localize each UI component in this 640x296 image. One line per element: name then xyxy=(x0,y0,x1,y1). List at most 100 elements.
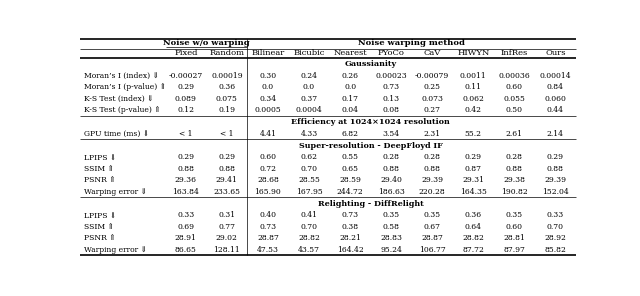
Text: 0.84: 0.84 xyxy=(547,83,564,91)
Text: 2.31: 2.31 xyxy=(424,130,441,138)
Text: PSNR ⇑: PSNR ⇑ xyxy=(84,176,115,184)
Text: 0.67: 0.67 xyxy=(424,223,441,231)
Text: 0.73: 0.73 xyxy=(342,211,358,219)
Text: 0.29: 0.29 xyxy=(547,154,564,162)
Text: 0.55: 0.55 xyxy=(342,154,358,162)
Text: 0.19: 0.19 xyxy=(218,106,236,114)
Text: Noise warping method: Noise warping method xyxy=(358,39,465,47)
Text: 0.70: 0.70 xyxy=(301,223,317,231)
Text: Relighting - DiffRelight: Relighting - DiffRelight xyxy=(317,200,424,207)
Text: 0.0011: 0.0011 xyxy=(460,72,486,80)
Text: 0.33: 0.33 xyxy=(547,211,564,219)
Text: 4.33: 4.33 xyxy=(300,130,317,138)
Text: 244.72: 244.72 xyxy=(337,188,364,196)
Text: 4.41: 4.41 xyxy=(259,130,276,138)
Text: 28.87: 28.87 xyxy=(257,234,279,242)
Text: 0.88: 0.88 xyxy=(177,165,195,173)
Text: Bilinear: Bilinear xyxy=(252,49,285,57)
Text: 0.27: 0.27 xyxy=(424,106,441,114)
Text: 28.83: 28.83 xyxy=(380,234,402,242)
Text: K-S Test (index) ⇓: K-S Test (index) ⇓ xyxy=(84,95,154,103)
Text: 0.87: 0.87 xyxy=(465,165,482,173)
Text: 0.73: 0.73 xyxy=(383,83,400,91)
Text: 0.65: 0.65 xyxy=(342,165,358,173)
Text: 86.65: 86.65 xyxy=(175,246,196,254)
Text: 28.92: 28.92 xyxy=(545,234,566,242)
Text: SSIM ⇑: SSIM ⇑ xyxy=(84,223,114,231)
Text: 29.40: 29.40 xyxy=(380,176,402,184)
Text: 0.72: 0.72 xyxy=(259,165,276,173)
Text: 0.88: 0.88 xyxy=(218,165,236,173)
Text: 0.69: 0.69 xyxy=(177,223,195,231)
Text: 95.24: 95.24 xyxy=(380,246,402,254)
Text: 0.29: 0.29 xyxy=(465,154,482,162)
Text: 233.65: 233.65 xyxy=(213,188,241,196)
Text: 0.26: 0.26 xyxy=(342,72,358,80)
Text: SSIM ⇑: SSIM ⇑ xyxy=(84,165,114,173)
Text: 0.28: 0.28 xyxy=(383,154,399,162)
Text: 167.95: 167.95 xyxy=(296,188,323,196)
Text: 28.82: 28.82 xyxy=(462,234,484,242)
Text: < 1: < 1 xyxy=(220,130,234,138)
Text: 0.60: 0.60 xyxy=(506,83,523,91)
Text: 0.0004: 0.0004 xyxy=(296,106,323,114)
Text: 0.17: 0.17 xyxy=(342,95,358,103)
Text: PSNR ⇑: PSNR ⇑ xyxy=(84,234,115,242)
Text: Noise w/o warping: Noise w/o warping xyxy=(163,39,250,47)
Text: 28.68: 28.68 xyxy=(257,176,279,184)
Text: 0.70: 0.70 xyxy=(547,223,564,231)
Text: 0.41: 0.41 xyxy=(301,211,317,219)
Text: 0.60: 0.60 xyxy=(506,223,523,231)
Text: Gaussianity: Gaussianity xyxy=(344,60,397,68)
Text: 0.060: 0.060 xyxy=(545,95,566,103)
Text: 0.24: 0.24 xyxy=(301,72,317,80)
Text: 85.82: 85.82 xyxy=(545,246,566,254)
Text: 2.61: 2.61 xyxy=(506,130,523,138)
Text: 0.089: 0.089 xyxy=(175,95,196,103)
Text: 0.77: 0.77 xyxy=(218,223,236,231)
Text: 0.38: 0.38 xyxy=(342,223,358,231)
Text: LPIPS ⇓: LPIPS ⇓ xyxy=(84,211,116,219)
Text: 0.062: 0.062 xyxy=(462,95,484,103)
Text: 87.97: 87.97 xyxy=(504,246,525,254)
Text: 29.41: 29.41 xyxy=(216,176,238,184)
Text: 0.30: 0.30 xyxy=(259,72,276,80)
Text: -0.00079: -0.00079 xyxy=(415,72,449,80)
Text: Efficiency at 1024×1024 resolution: Efficiency at 1024×1024 resolution xyxy=(291,118,450,126)
Text: GPU time (ms) ⇓: GPU time (ms) ⇓ xyxy=(84,130,149,138)
Text: 0.00036: 0.00036 xyxy=(499,72,531,80)
Text: 186.63: 186.63 xyxy=(378,188,404,196)
Text: 0.35: 0.35 xyxy=(383,211,400,219)
Text: 190.82: 190.82 xyxy=(501,188,528,196)
Text: HIWYN: HIWYN xyxy=(457,49,490,57)
Text: 0.28: 0.28 xyxy=(424,154,441,162)
Text: 0.075: 0.075 xyxy=(216,95,238,103)
Text: PYoCo: PYoCo xyxy=(378,49,404,57)
Text: 29.31: 29.31 xyxy=(462,176,484,184)
Text: 29.39: 29.39 xyxy=(421,176,444,184)
Text: 43.57: 43.57 xyxy=(298,246,320,254)
Text: 0.50: 0.50 xyxy=(506,106,523,114)
Text: 0.40: 0.40 xyxy=(259,211,276,219)
Text: 0.29: 0.29 xyxy=(177,154,195,162)
Text: InfRes: InfRes xyxy=(500,49,528,57)
Text: 0.0: 0.0 xyxy=(303,83,315,91)
Text: 29.39: 29.39 xyxy=(545,176,566,184)
Text: 29.36: 29.36 xyxy=(175,176,196,184)
Text: 28.91: 28.91 xyxy=(175,234,196,242)
Text: Random: Random xyxy=(209,49,244,57)
Text: 0.0: 0.0 xyxy=(344,83,356,91)
Text: Warping error ⇓: Warping error ⇓ xyxy=(84,246,147,254)
Text: 28.82: 28.82 xyxy=(298,234,320,242)
Text: < 1: < 1 xyxy=(179,130,193,138)
Text: 128.11: 128.11 xyxy=(214,246,240,254)
Text: 6.82: 6.82 xyxy=(342,130,358,138)
Text: 28.87: 28.87 xyxy=(421,234,443,242)
Text: 0.08: 0.08 xyxy=(383,106,399,114)
Text: 0.88: 0.88 xyxy=(383,165,399,173)
Text: 2.14: 2.14 xyxy=(547,130,564,138)
Text: 29.38: 29.38 xyxy=(504,176,525,184)
Text: 0.13: 0.13 xyxy=(383,95,400,103)
Text: 152.04: 152.04 xyxy=(542,188,569,196)
Text: 0.0005: 0.0005 xyxy=(255,106,282,114)
